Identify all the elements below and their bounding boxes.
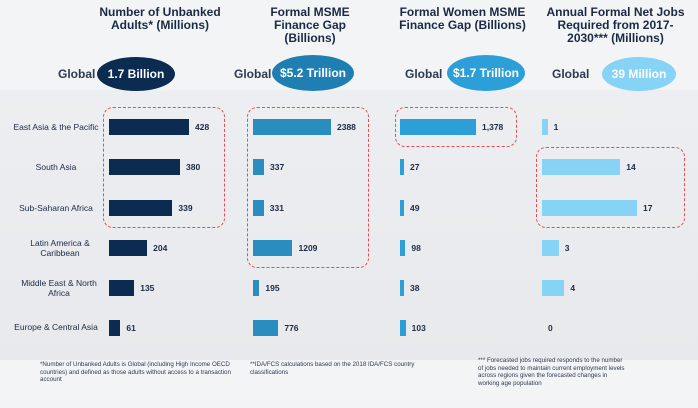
world-map-background — [0, 90, 698, 360]
data-label-msme-gap: 195 — [265, 283, 280, 293]
column-title-msme-gap: Formal MSME Finance Gap (Billions) — [270, 5, 350, 45]
region-label: Europe & Central Asia — [14, 322, 98, 332]
global-label-1: Global — [58, 67, 96, 81]
data-label-net-jobs: 3 — [564, 243, 570, 253]
bar-msme-gap — [253, 280, 260, 296]
region-label: Middle East & North Africa — [21, 278, 97, 298]
column-title-unbanked: Number of Unbanked Adults* (Millions) — [99, 5, 221, 32]
bar-women-msme-gap — [400, 240, 406, 256]
data-label-unbanked: 428 — [195, 122, 210, 132]
data-label-unbanked: 135 — [140, 283, 155, 293]
data-label-unbanked: 339 — [178, 203, 193, 213]
data-label-women-msme-gap: 1,378 — [482, 122, 504, 132]
data-label-unbanked: 204 — [153, 243, 168, 253]
data-label-net-jobs: 14 — [626, 162, 636, 172]
bar-unbanked — [109, 119, 189, 135]
data-label-unbanked: 380 — [186, 162, 201, 172]
bar-unbanked — [109, 200, 173, 216]
global-label-2: Global — [234, 67, 272, 81]
data-label-msme-gap: 776 — [284, 323, 299, 333]
bar-net-jobs — [542, 119, 548, 135]
global-value-unbanked: 1.7 Billion — [97, 57, 175, 91]
data-label-net-jobs: 4 — [570, 283, 576, 293]
bar-unbanked — [109, 159, 181, 175]
bar-women-msme-gap — [400, 159, 404, 175]
bar-women-msme-gap — [400, 280, 404, 296]
data-label-msme-gap: 2388 — [337, 122, 356, 132]
bar-net-jobs — [542, 280, 565, 296]
region-label: East Asia & the Pacific — [13, 122, 99, 132]
region-label: Latin America & Caribbean — [30, 238, 90, 258]
bar-unbanked — [109, 320, 121, 336]
bar-women-msme-gap — [400, 119, 476, 135]
bar-unbanked — [109, 280, 135, 296]
bar-women-msme-gap — [400, 320, 406, 336]
highlight-box-unbanked — [103, 107, 225, 228]
bar-msme-gap — [253, 119, 331, 135]
bar-women-msme-gap — [400, 200, 404, 216]
global-value-women-msme-gap: $1.7 Trillion — [447, 55, 525, 91]
bar-msme-gap — [253, 320, 279, 336]
data-label-women-msme-gap: 98 — [411, 243, 421, 253]
bar-unbanked — [109, 240, 148, 256]
region-label: South Asia — [35, 162, 77, 172]
highlight-box-net-jobs — [536, 147, 685, 228]
global-value-net-jobs: 39 Million — [602, 57, 676, 91]
data-label-net-jobs: 1 — [553, 122, 559, 132]
data-label-women-msme-gap: 49 — [410, 203, 420, 213]
data-label-msme-gap: 1209 — [298, 243, 318, 253]
bar-net-jobs — [542, 159, 621, 175]
footnote-ida-fcs: **IDA/FCS calculations based on the 2018… — [250, 361, 415, 376]
bar-msme-gap — [253, 200, 264, 216]
region-label: Sub-Saharan Africa — [19, 203, 93, 213]
data-label-net-jobs: 17 — [643, 203, 653, 213]
global-label-3: Global — [405, 67, 443, 81]
global-label-4: Global — [552, 67, 590, 81]
highlight-box-women-msme-gap — [395, 107, 517, 147]
bar-msme-gap — [253, 159, 264, 175]
bar-net-jobs — [542, 240, 559, 256]
data-label-women-msme-gap: 38 — [410, 283, 420, 293]
footnote-unbanked: *Number of Unbanked Adults is Global (in… — [40, 361, 231, 384]
highlight-box-msme-gap — [247, 107, 369, 268]
data-label-women-msme-gap: 103 — [411, 323, 426, 333]
column-title-women-msme-gap: Formal Women MSME Finance Gap (Billions) — [399, 5, 526, 32]
data-label-msme-gap: 331 — [269, 203, 284, 213]
data-label-women-msme-gap: 27 — [410, 162, 420, 172]
data-label-unbanked: 61 — [126, 323, 136, 333]
global-value-msme-gap: $5.2 Trillion — [272, 55, 354, 91]
data-label-msme-gap: 337 — [270, 162, 285, 172]
bar-msme-gap — [253, 240, 293, 256]
column-title-net-jobs: Annual Formal Net Jobs Required from 201… — [546, 5, 685, 45]
bar-net-jobs — [542, 200, 637, 216]
footnote-jobs: *** Forecasted jobs required responds to… — [478, 357, 625, 387]
data-label-net-jobs: 0 — [548, 323, 553, 333]
